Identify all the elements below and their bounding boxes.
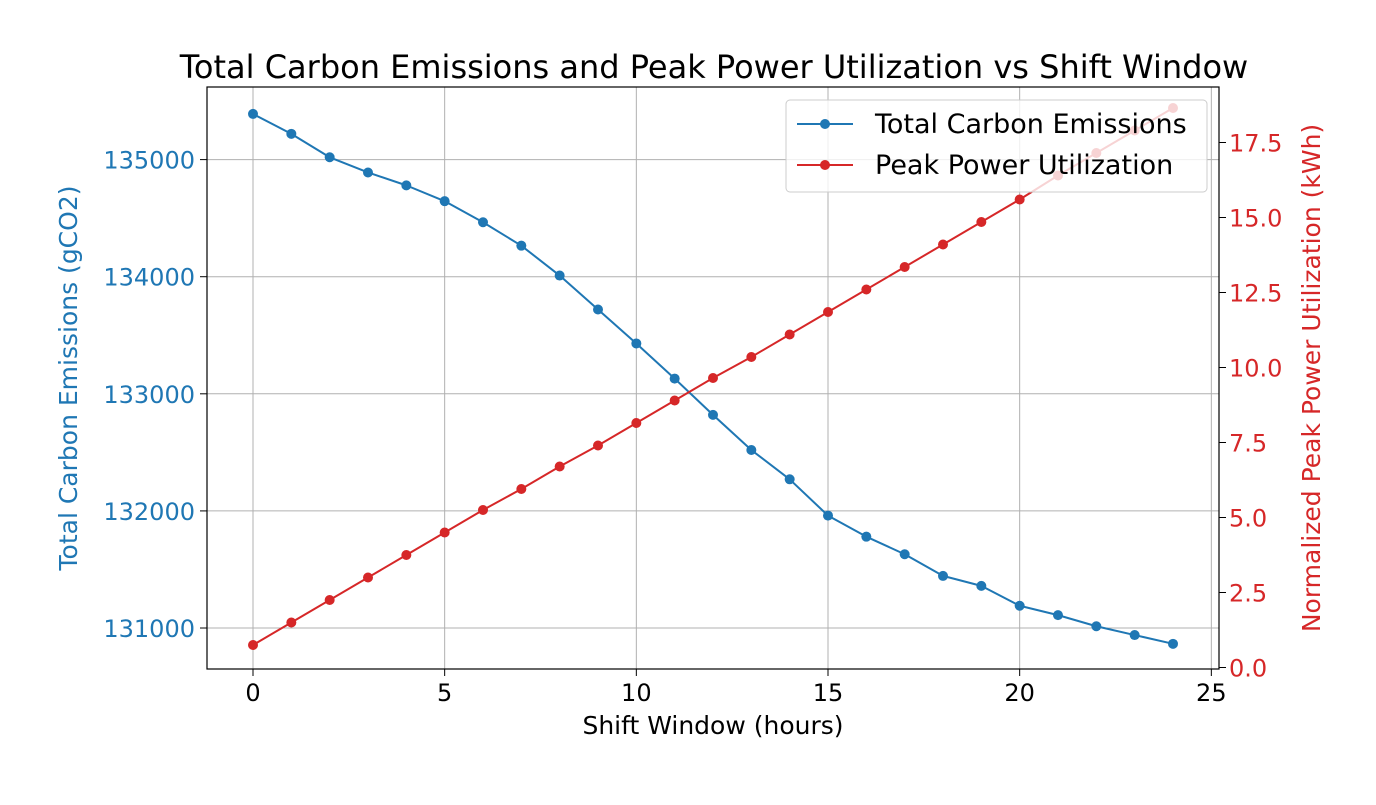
data-point-emissions xyxy=(248,108,258,119)
data-point-power xyxy=(478,505,488,515)
y-left-axis-label: Total Carbon Emissions (gCO2) xyxy=(54,186,83,572)
legend-marker-power xyxy=(820,160,830,170)
data-point-power xyxy=(363,572,373,583)
data-point-emissions xyxy=(1168,638,1178,649)
data-point-power xyxy=(784,329,795,340)
legend: Total Carbon Emissions Peak Power Utiliz… xyxy=(785,99,1208,193)
data-point-emissions xyxy=(1129,630,1140,641)
data-point-emissions xyxy=(1091,621,1102,632)
x-tick-label: 0 xyxy=(245,679,260,707)
y-right-tick-label: 12.5 xyxy=(1229,280,1282,308)
y-right-tick-label: 15.0 xyxy=(1229,205,1282,233)
data-point-power xyxy=(938,239,948,250)
data-point-emissions xyxy=(784,474,795,485)
x-axis-label: Shift Window (hours) xyxy=(582,711,843,740)
data-point-emissions xyxy=(1053,610,1063,621)
data-point-power xyxy=(899,262,910,272)
data-point-power xyxy=(669,395,680,406)
y-left-tick-label: 135000 xyxy=(103,147,195,175)
y-left-tick-label: 132000 xyxy=(103,498,195,526)
y-left-tick-label: 131000 xyxy=(103,615,195,643)
data-point-emissions xyxy=(516,240,527,251)
data-point-power xyxy=(708,373,718,383)
data-point-emissions xyxy=(478,217,488,228)
data-point-emissions xyxy=(976,580,987,591)
data-point-emissions xyxy=(401,180,412,191)
data-point-emissions xyxy=(823,510,833,521)
data-point-emissions xyxy=(861,531,872,542)
y-right-tick-label: 7.5 xyxy=(1229,430,1267,458)
data-point-power xyxy=(248,640,258,650)
data-point-power xyxy=(324,595,335,605)
y-right-tick-label: 5.0 xyxy=(1229,505,1267,533)
chart-title: Total Carbon Emissions and Peak Power Ut… xyxy=(179,48,1248,86)
data-point-emissions xyxy=(1014,600,1025,611)
legend-box xyxy=(785,99,1208,193)
x-tick-label: 20 xyxy=(1004,679,1035,707)
data-point-emissions xyxy=(286,128,297,139)
legend-label-emissions: Total Carbon Emissions xyxy=(874,109,1187,140)
data-point-emissions xyxy=(899,549,910,560)
data-point-power xyxy=(1014,194,1025,205)
data-point-power xyxy=(593,440,603,451)
data-point-power xyxy=(631,418,642,428)
legend-marker-emissions xyxy=(820,119,830,129)
y-right-tick-label: 2.5 xyxy=(1229,580,1267,608)
data-point-emissions xyxy=(554,270,565,281)
data-point-emissions xyxy=(746,445,757,456)
x-tick-label: 15 xyxy=(813,679,844,707)
data-point-emissions xyxy=(324,152,335,163)
data-point-emissions xyxy=(363,167,373,178)
data-point-power xyxy=(823,307,833,317)
x-tick-label: 5 xyxy=(437,679,452,707)
x-tick-label: 25 xyxy=(1196,679,1227,707)
y-right-tick-label: 10.0 xyxy=(1229,355,1282,383)
data-point-power xyxy=(401,550,412,560)
y-right-axis-label: Normalized Peak Power Utilization (kWh) xyxy=(1297,124,1326,632)
data-point-power xyxy=(976,217,987,227)
legend-label-power: Peak Power Utilization xyxy=(875,150,1173,181)
data-point-emissions xyxy=(938,570,948,581)
series-layer xyxy=(248,103,1178,650)
data-point-power xyxy=(746,352,757,362)
data-point-power xyxy=(516,484,527,494)
data-point-power xyxy=(554,461,565,472)
ticks: 0 5 10 15 20 25 131000 132000 133000 134000 135000… xyxy=(103,130,1282,708)
y-left-tick-label: 134000 xyxy=(103,264,195,292)
x-tick-label: 10 xyxy=(621,679,652,707)
grid xyxy=(207,87,1219,669)
y-left-tick-label: 133000 xyxy=(103,381,195,409)
data-point-emissions xyxy=(593,304,603,315)
data-point-emissions xyxy=(439,196,450,207)
data-point-emissions xyxy=(708,409,718,420)
plot-frame xyxy=(206,86,1220,670)
data-point-power xyxy=(439,527,450,538)
data-point-emissions xyxy=(669,373,680,384)
data-point-power xyxy=(286,617,297,628)
y-right-tick-label: 17.5 xyxy=(1229,130,1282,158)
y-right-tick-label: 0.0 xyxy=(1229,655,1267,683)
data-point-power xyxy=(861,284,872,295)
data-point-emissions xyxy=(631,338,642,349)
